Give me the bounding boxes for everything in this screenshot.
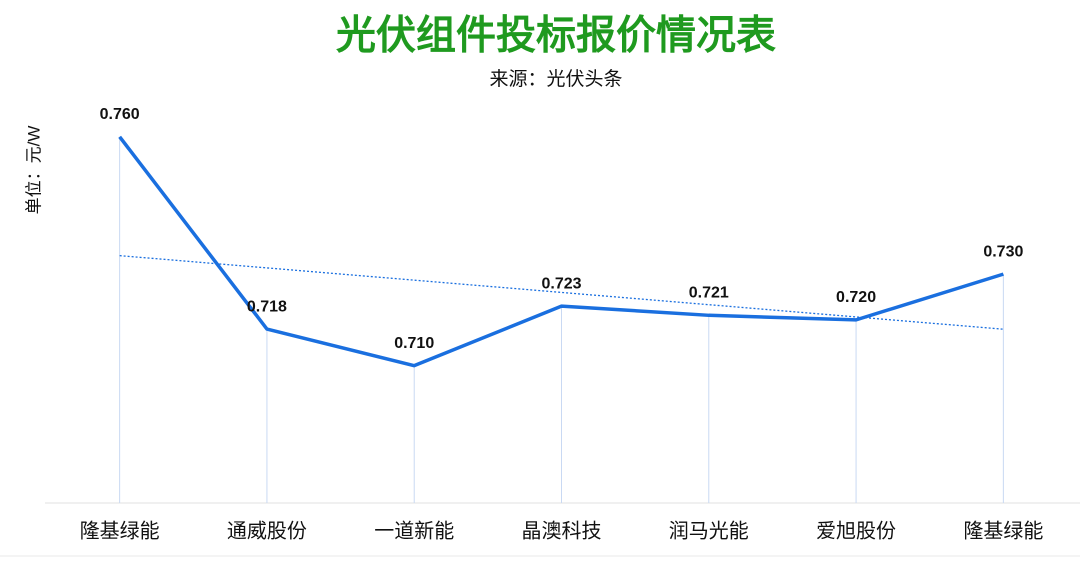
data-label: 0.720: [836, 289, 876, 306]
data-label: 0.721: [689, 285, 729, 302]
x-tick-label: 晶澳科技: [522, 519, 602, 542]
x-tick-label: 通威股份: [227, 519, 307, 542]
x-tick-label: 润马光能: [669, 519, 749, 542]
x-tick-label: 隆基绿能: [80, 519, 160, 542]
x-tick-label: 隆基绿能: [963, 519, 1043, 542]
x-tick-label: 爱旭股份: [816, 519, 896, 542]
data-label: 0.710: [394, 335, 434, 352]
data-label: 0.730: [983, 243, 1023, 260]
line-series: [118, 135, 1004, 368]
x-tick-label: 一道新能: [374, 519, 454, 542]
y-axis-label: 单位：元/W: [24, 126, 43, 215]
data-label: 0.718: [247, 298, 287, 315]
chart-subtitle: 来源：光伏头条: [489, 68, 622, 90]
data-label: 0.760: [100, 106, 140, 123]
chart-title: 光伏组件投标报价情况表: [336, 14, 776, 58]
data-label: 0.723: [541, 275, 581, 292]
